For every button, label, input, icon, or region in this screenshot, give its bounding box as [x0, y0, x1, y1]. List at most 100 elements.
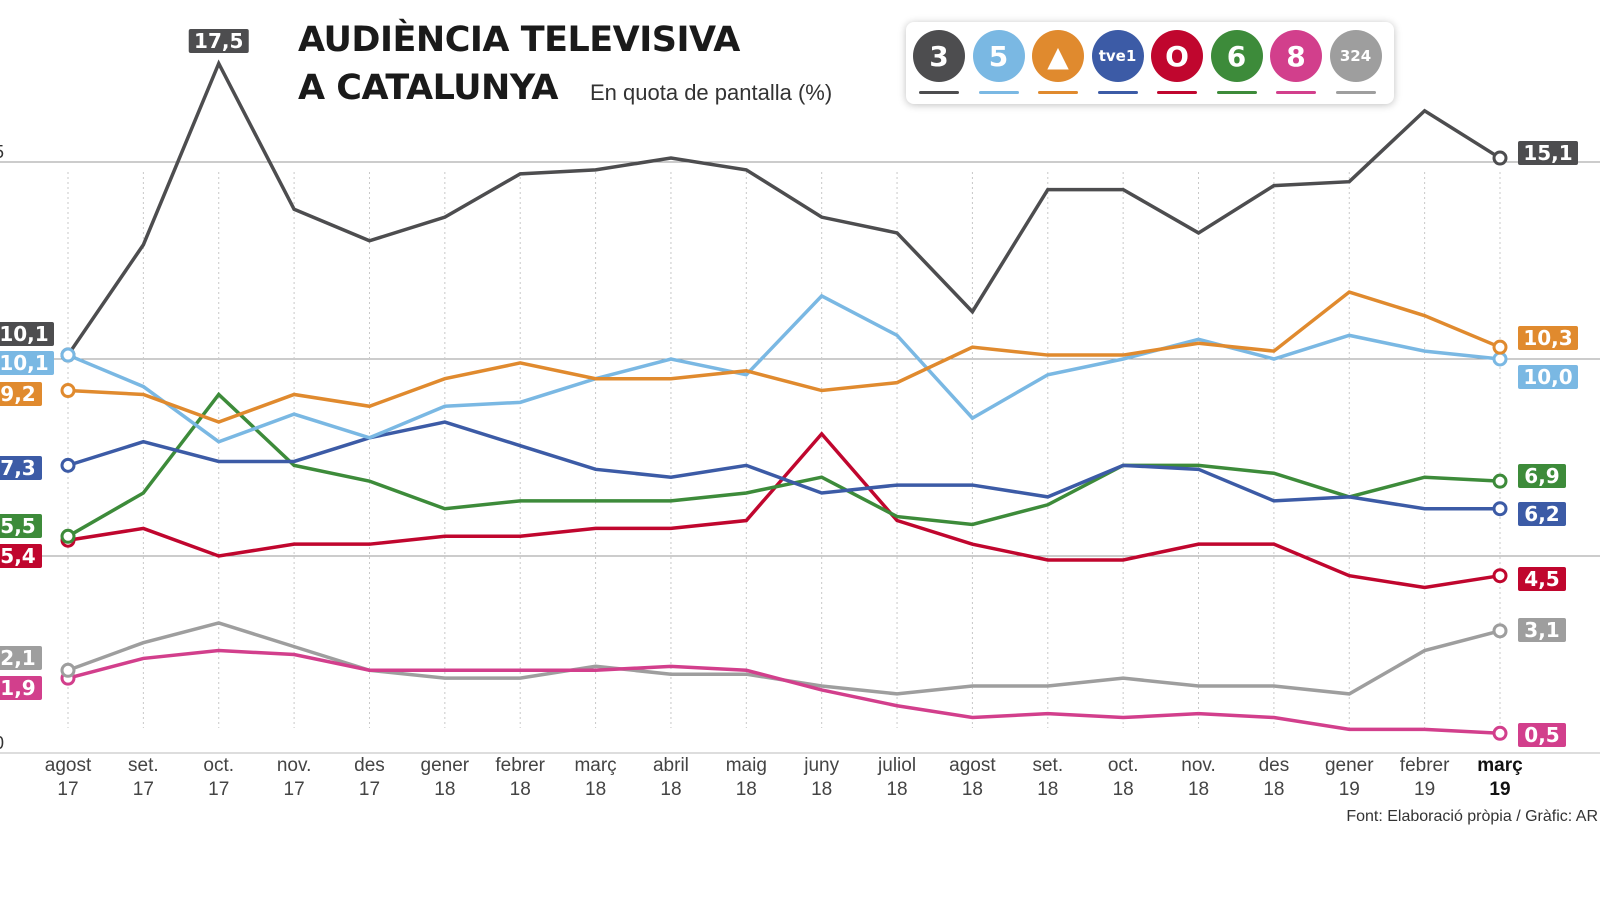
legend-channel-8tv: 8 — [1269, 30, 1323, 100]
legend-color-swatch — [1335, 91, 1376, 94]
data-label-text: 15,1 — [1523, 141, 1572, 165]
end-label-telecinco: 10,0 — [1518, 365, 1578, 389]
start-label-antena-3: 9,2 — [0, 382, 42, 406]
data-label-box — [0, 544, 42, 568]
start-label-cuatro: 5,4 — [0, 544, 42, 568]
x-tick-month: gener — [1325, 755, 1374, 776]
x-tick-year: 17 — [359, 779, 380, 800]
x-tick-month: set. — [1032, 755, 1063, 776]
start-label-8tv: 1,9 — [0, 676, 42, 700]
start-label-3-24: 2,1 — [0, 646, 42, 670]
data-label-text: 9,2 — [0, 382, 35, 406]
data-label-text: 17,5 — [194, 29, 243, 53]
x-tick-month: des — [1259, 755, 1290, 776]
data-label-box — [1518, 365, 1578, 389]
legend-channel-la-1: tve1 — [1091, 30, 1145, 100]
series-line-la-1 — [67, 420, 1500, 511]
x-tick-month: abril — [653, 755, 689, 776]
x-tick-year: 18 — [1263, 779, 1284, 800]
start-label-la-1: 7,3 — [0, 456, 42, 480]
series-line-telecinco — [67, 293, 1501, 444]
x-tick-year: 18 — [962, 779, 983, 800]
endpoint-marker — [1492, 501, 1508, 517]
x-tick-year: 18 — [1188, 779, 1209, 800]
legend-channel-antena-3: ▲ — [1031, 30, 1085, 100]
x-tick-year: 19 — [1489, 779, 1510, 800]
x-tick-month: juliol — [877, 755, 916, 776]
series-line-la-sexta — [67, 391, 1501, 538]
data-label-box — [0, 676, 42, 700]
data-label-text: 0,5 — [1524, 723, 1559, 747]
chart-title-line1: AUDIÈNCIA TELEVISIVA — [298, 20, 740, 60]
legend-color-swatch — [1276, 91, 1316, 94]
channel-logo-icon: 5 — [972, 30, 1025, 82]
data-label-text: 10,1 — [0, 322, 49, 346]
endpoint-marker — [1492, 339, 1508, 355]
x-tick-month: des — [354, 755, 385, 776]
endpoint-marker — [60, 662, 76, 678]
channel-logo-icon: O — [1151, 30, 1203, 82]
data-label-text: 5,5 — [0, 514, 35, 538]
x-tick-month: juny — [803, 755, 839, 776]
x-tick-year: 17 — [57, 779, 78, 800]
source-credit: Font: Elaboració pròpia / Gràfic: AR — [1346, 808, 1598, 825]
end-label-tv3: 15,1 — [1518, 141, 1578, 165]
series-line-cuatro — [67, 431, 1501, 590]
start-label-telecinco: 10,1 — [0, 351, 54, 375]
endpoint-marker — [1492, 150, 1508, 166]
end-label-la-1: 6,2 — [1518, 502, 1566, 526]
legend-channel-telecinco: 5 — [972, 30, 1026, 100]
x-tick-year: 17 — [208, 779, 229, 800]
x-tick-year: 18 — [811, 779, 832, 800]
x-tick-year: 19 — [1339, 779, 1360, 800]
x-tick-year: 17 — [133, 779, 154, 800]
y-tick-label: 5 — [0, 142, 4, 162]
series-line-3-24 — [67, 621, 1501, 696]
chart-subtitle: En quota de pantalla (%) — [590, 80, 833, 105]
x-tick-month: març — [574, 755, 616, 776]
data-label-text: 10,0 — [1523, 365, 1572, 389]
x-tick-month: agost — [45, 755, 92, 776]
channel-legend: 3 5 ▲ tve1 O 6 8 324 — [906, 22, 1394, 104]
data-label-box — [1518, 618, 1566, 642]
x-tick-year: 18 — [1113, 779, 1134, 800]
data-label-box — [0, 382, 42, 406]
data-label-box — [1518, 464, 1566, 488]
legend-channel-3-24: 324 — [1329, 30, 1383, 100]
data-label-box — [0, 351, 54, 375]
channel-logo-icon: 324 — [1329, 30, 1382, 82]
channel-logo-icon: tve1 — [1091, 30, 1144, 82]
data-label-text: 7,3 — [0, 456, 35, 480]
endpoint-marker — [60, 347, 76, 363]
y-tick-label: 0 — [0, 733, 4, 753]
data-label-text: 6,9 — [1524, 464, 1559, 488]
legend-channel-cuatro: O — [1150, 30, 1204, 100]
end-label-3-24: 3,1 — [1518, 618, 1566, 642]
series-line-8tv — [67, 648, 1501, 736]
x-tick-month: febrer — [495, 755, 545, 776]
data-label-text: 6,2 — [1524, 502, 1559, 526]
legend-channel-la-sexta: 6 — [1210, 30, 1264, 100]
endpoint-marker — [60, 457, 76, 473]
series-line-tv3 — [66, 59, 1501, 357]
x-tick-month: oct. — [1108, 755, 1139, 776]
x-tick-year: 18 — [510, 779, 531, 800]
x-tick-month: oct. — [203, 755, 234, 776]
data-label-text: 5,4 — [0, 544, 35, 568]
x-tick-year: 17 — [284, 779, 305, 800]
x-tick-year: 18 — [585, 779, 606, 800]
data-label-text: 3,1 — [1524, 618, 1559, 642]
endpoint-marker — [1492, 351, 1508, 367]
data-label-box — [0, 322, 54, 346]
x-tick-month: febrer — [1400, 755, 1450, 776]
peak-label-tv3: 17,5 — [188, 29, 249, 53]
data-label-box — [1518, 723, 1566, 747]
data-label-text: 10,1 — [0, 351, 49, 375]
x-tick-month: maig — [726, 755, 767, 776]
x-tick-year: 18 — [886, 779, 907, 800]
start-label-tv3: 10,1 — [0, 322, 54, 346]
x-tick-year: 18 — [434, 779, 455, 800]
endpoint-marker — [1492, 725, 1508, 741]
channel-logo-icon: ▲ — [1032, 30, 1084, 82]
